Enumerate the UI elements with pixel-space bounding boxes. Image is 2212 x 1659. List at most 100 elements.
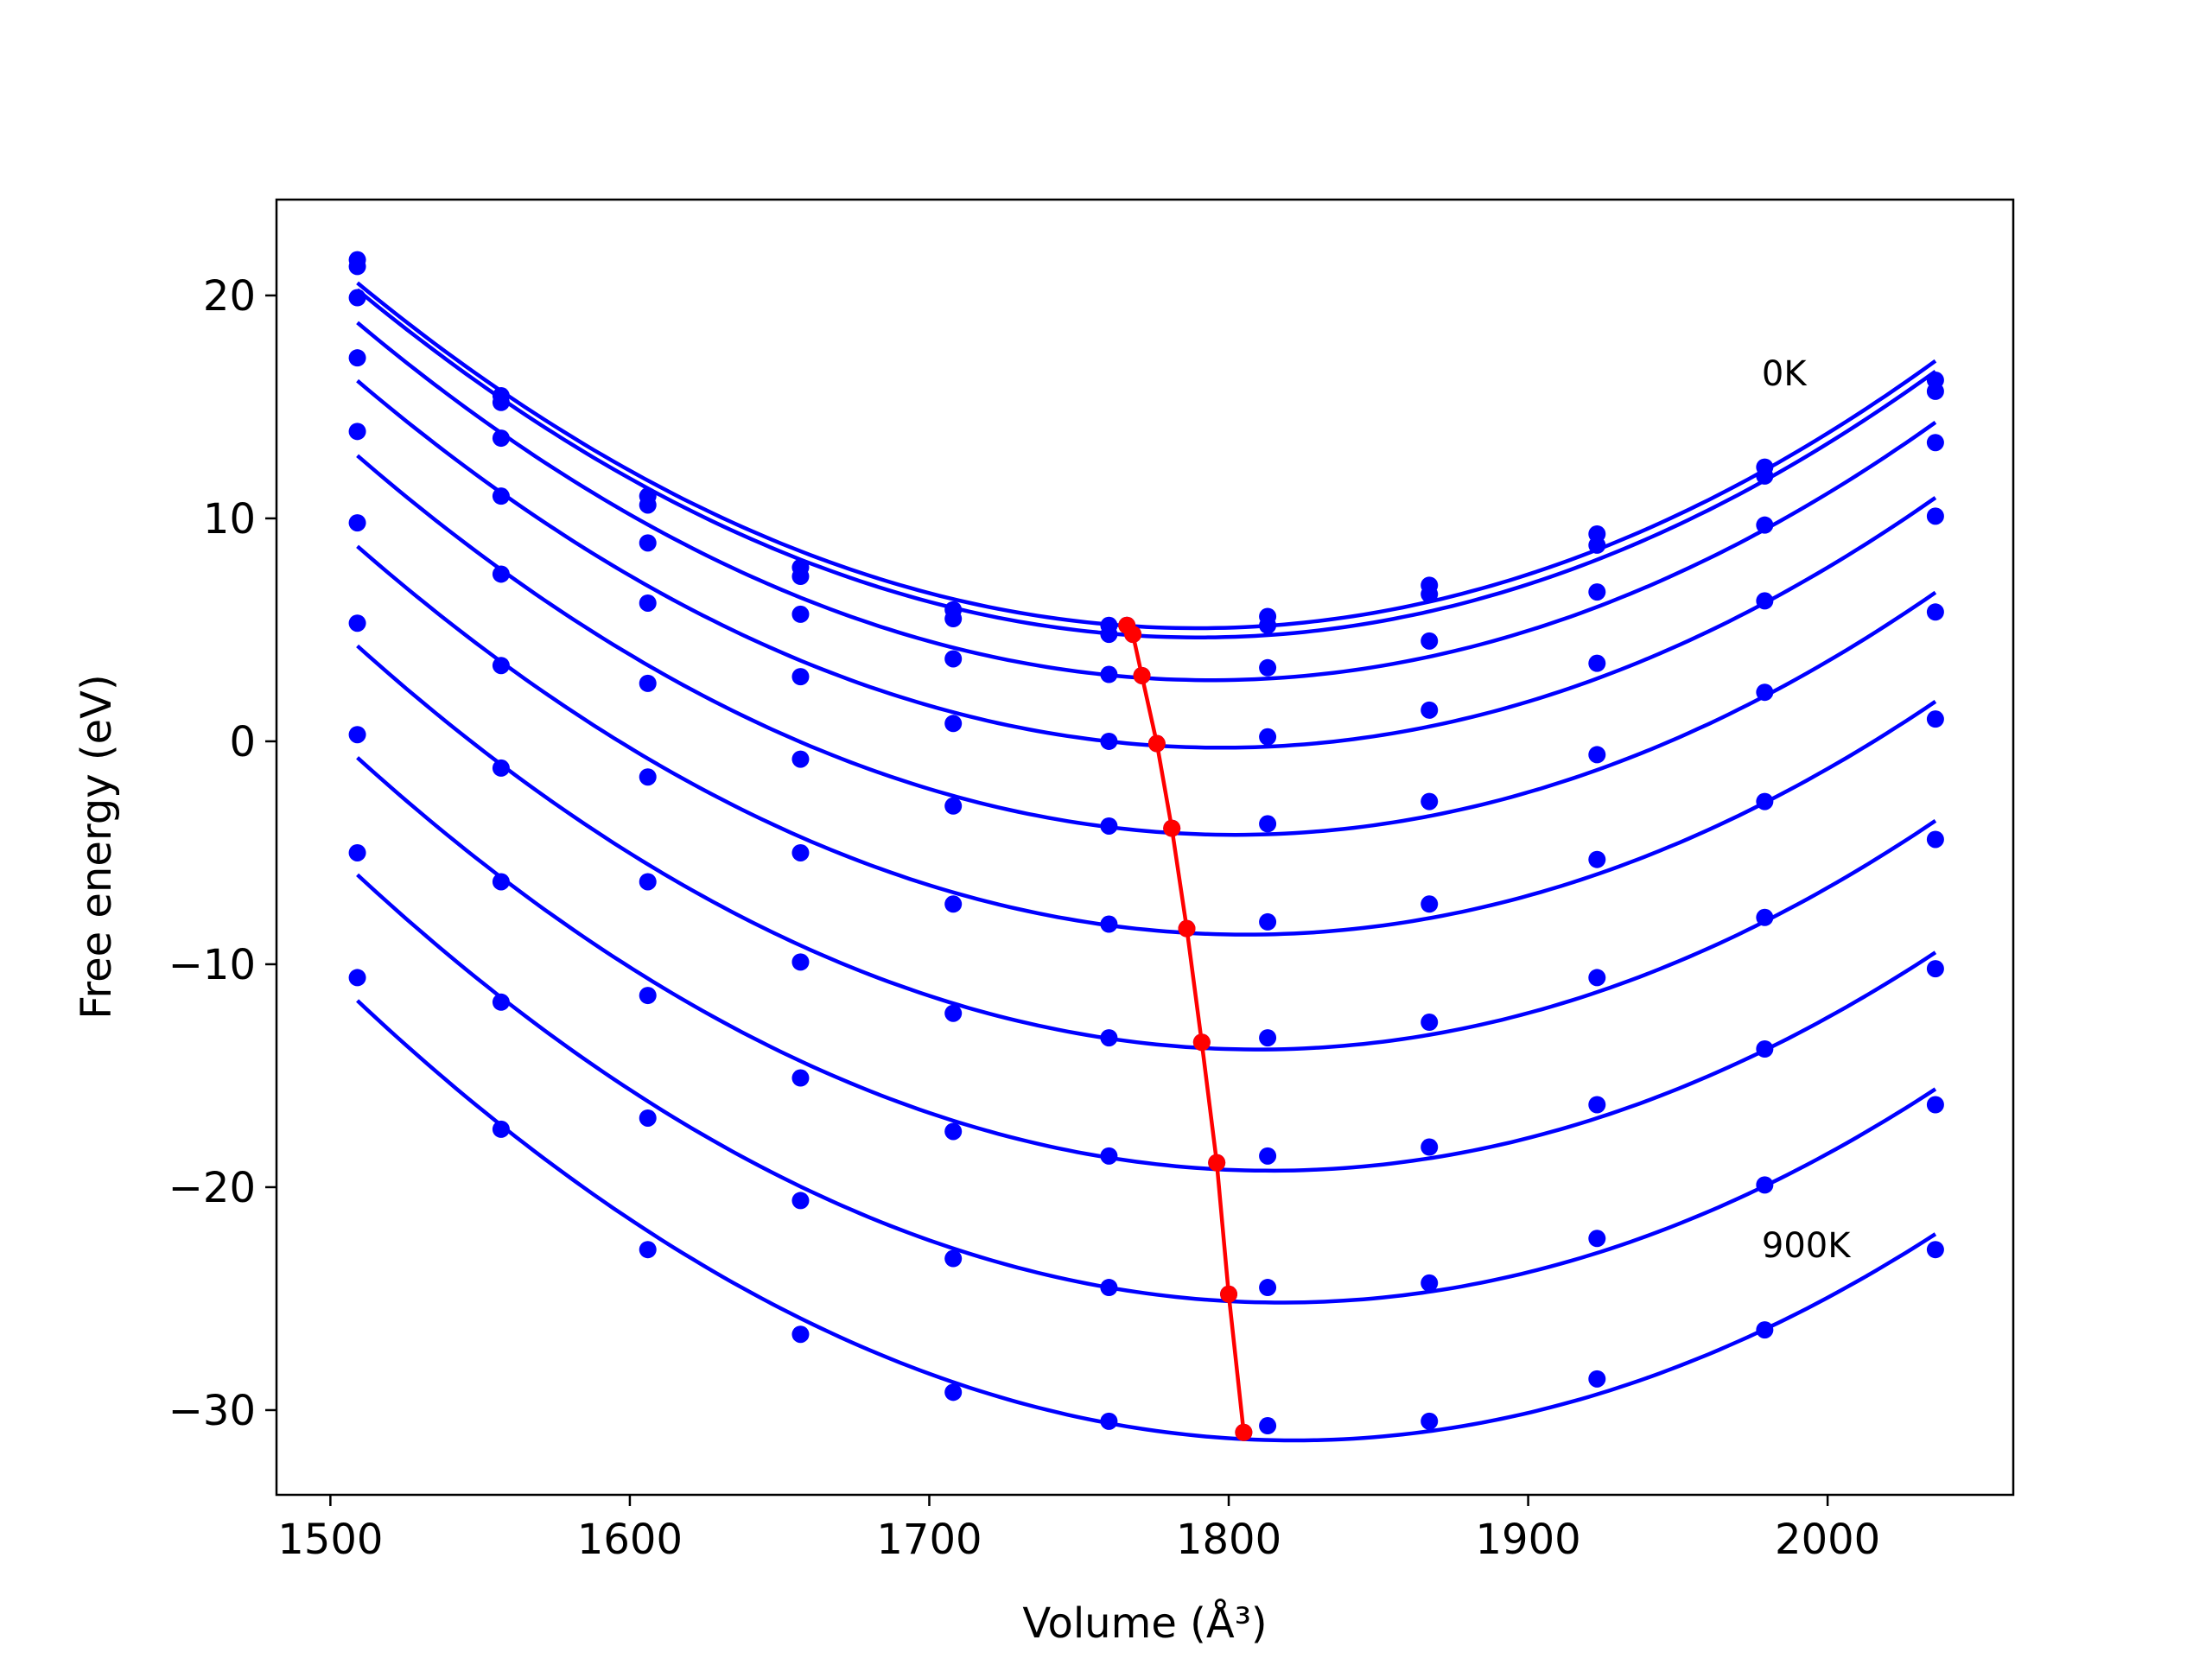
data-point — [639, 873, 657, 891]
data-point — [1926, 434, 1944, 452]
data-point — [791, 750, 810, 768]
data-point — [944, 797, 963, 815]
data-point — [791, 605, 810, 623]
data-point — [1926, 830, 1944, 849]
data-point — [944, 1383, 963, 1402]
data-point — [1756, 908, 1774, 926]
data-point — [1756, 792, 1774, 810]
minimum-marker — [1147, 734, 1166, 753]
minimum-marker — [1163, 819, 1181, 837]
fitted-curve — [356, 288, 1937, 639]
data-point — [1259, 912, 1277, 931]
data-point — [1756, 1321, 1774, 1339]
data-point — [1756, 516, 1774, 534]
fitted-curves — [356, 281, 1937, 1443]
plot-frame — [275, 198, 2015, 1497]
y-tick-label: 20 — [203, 272, 256, 321]
data-point — [1926, 710, 1944, 728]
data-point — [492, 487, 510, 505]
data-point — [639, 987, 657, 1005]
data-point — [944, 715, 963, 733]
data-point — [1259, 616, 1277, 634]
data-point — [639, 534, 657, 552]
x-tick-label: 1900 — [1476, 1516, 1581, 1564]
annotations: 0K 900K — [1762, 354, 1852, 1266]
data-point — [1259, 1279, 1277, 1297]
data-point — [1588, 1370, 1606, 1388]
data-point — [1421, 1274, 1439, 1292]
data-point — [639, 496, 657, 514]
data-point — [944, 610, 963, 628]
fitted-curve — [356, 756, 1937, 1173]
data-point — [1259, 1029, 1277, 1047]
data-point — [1259, 1147, 1277, 1165]
x-tick-label: 1800 — [1176, 1516, 1281, 1564]
minimum-marker — [1133, 666, 1151, 684]
data-point — [791, 843, 810, 861]
data-point — [348, 423, 366, 441]
data-point — [791, 668, 810, 686]
fitted-curve — [356, 544, 1937, 937]
data-point — [1926, 960, 1944, 978]
data-point — [492, 993, 510, 1011]
data-point — [1421, 632, 1439, 650]
data-point — [348, 843, 366, 861]
minimum-marker — [1208, 1154, 1226, 1172]
fitted-curve — [356, 644, 1937, 1052]
data-point — [1926, 507, 1944, 525]
data-point — [492, 565, 510, 583]
data-point — [1100, 626, 1118, 644]
data-point — [944, 1122, 963, 1141]
y-tick-label: 0 — [229, 718, 256, 766]
y-tick-label: −30 — [168, 1387, 256, 1435]
fitted-curve — [356, 378, 1937, 750]
data-point — [944, 895, 963, 913]
minimum-marker — [1192, 1033, 1211, 1052]
minimum-marker — [1124, 626, 1142, 644]
data-point — [348, 726, 366, 744]
data-point — [944, 1004, 963, 1022]
x-tick-label: 2000 — [1775, 1516, 1880, 1564]
annotation-label: 0K — [1762, 354, 1808, 394]
x-tick-label: 1500 — [277, 1516, 383, 1564]
x-axis-label: Volume (Å³) — [1022, 1599, 1267, 1648]
y-tick-label: −20 — [168, 1164, 256, 1212]
data-point — [1421, 792, 1439, 810]
data-point — [1100, 1029, 1118, 1047]
data-point — [1756, 683, 1774, 702]
data-point — [348, 969, 366, 987]
data-point — [1588, 850, 1606, 868]
minimum-marker — [1235, 1423, 1253, 1441]
data-point — [791, 953, 810, 971]
fitted-curve — [356, 454, 1937, 837]
data-point — [348, 614, 366, 632]
data-point — [1756, 1176, 1774, 1194]
data-point — [1100, 665, 1118, 683]
data-point — [791, 1192, 810, 1210]
data-point — [791, 1069, 810, 1087]
data-point — [1421, 1014, 1439, 1032]
data-point — [1588, 969, 1606, 987]
data-point — [639, 1241, 657, 1259]
x-tick-label: 1700 — [876, 1516, 982, 1564]
data-point — [1756, 592, 1774, 610]
x-axis-ticks: 1500 1600 1700 1800 1900 2000 — [277, 1495, 1880, 1564]
data-point — [492, 873, 510, 891]
data-point — [492, 393, 510, 411]
data-point — [492, 1120, 510, 1138]
data-point — [791, 1325, 810, 1344]
data-point — [492, 657, 510, 675]
data-point — [492, 759, 510, 777]
data-point — [1100, 915, 1118, 933]
data-point — [639, 1109, 657, 1127]
fitted-curve — [356, 281, 1937, 631]
data-point — [1100, 817, 1118, 835]
data-point — [1100, 732, 1118, 750]
data-point — [1100, 1147, 1118, 1165]
data-point — [1588, 1096, 1606, 1114]
data-points — [348, 251, 1944, 1441]
data-point — [1926, 1096, 1944, 1114]
data-point — [1926, 1241, 1944, 1259]
data-point — [944, 650, 963, 668]
